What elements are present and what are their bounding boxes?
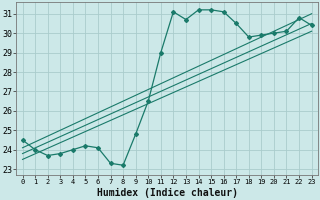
X-axis label: Humidex (Indice chaleur): Humidex (Indice chaleur) (97, 188, 237, 198)
